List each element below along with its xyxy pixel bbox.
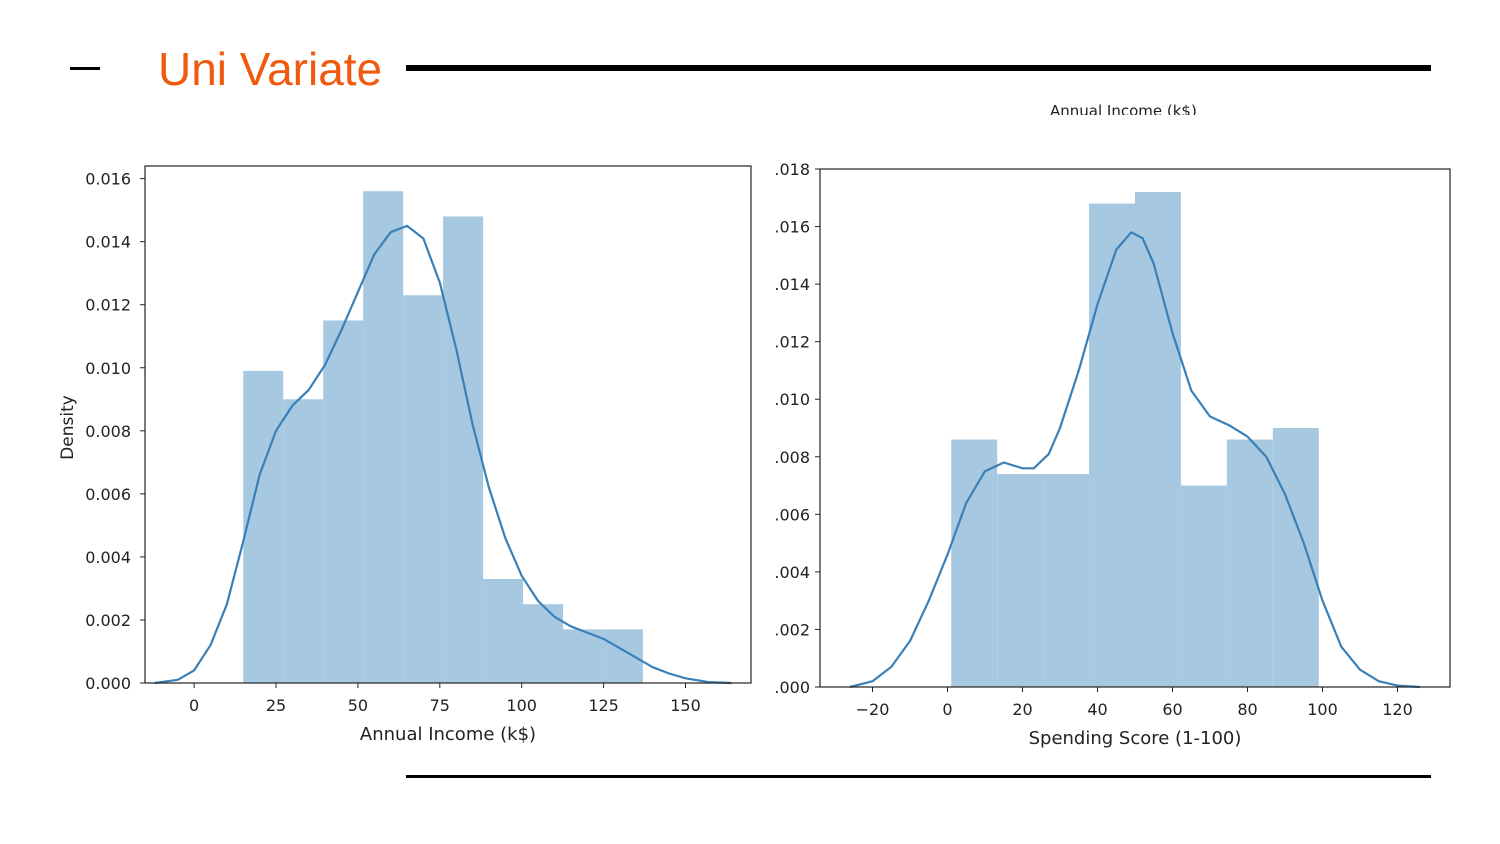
x-tick-label: 60 — [1162, 700, 1182, 719]
x-axis-label: Spending Score (1-100) — [1029, 728, 1242, 749]
y-tick-label: .010 — [774, 390, 810, 409]
x-tick-label: 125 — [588, 696, 619, 715]
histogram-bar — [1272, 428, 1319, 687]
y-tick-label: 0.016 — [85, 170, 131, 189]
histogram-bar — [523, 604, 563, 683]
x-tick-label: 75 — [430, 696, 450, 715]
x-tick-label: 100 — [1307, 700, 1338, 719]
y-tick-label: 0.002 — [85, 611, 131, 630]
y-tick-label: .004 — [774, 563, 810, 582]
x-tick-label: 50 — [348, 696, 368, 715]
y-tick-label: .012 — [774, 333, 810, 352]
histogram-bar — [283, 399, 324, 683]
chart-2: −20 0 20 40 60 80 100 120 .000 .002 .004 .006 .008 .0… — [774, 160, 1451, 749]
histogram-bar — [602, 629, 643, 683]
x-tick-label: 40 — [1087, 700, 1107, 719]
histogram-bar — [403, 295, 444, 683]
y-tick-label: 0.008 — [85, 422, 131, 441]
histogram-bar — [1043, 474, 1090, 687]
kde-line — [849, 231, 1421, 689]
top-rule — [406, 65, 1431, 71]
y-tick-label: 0.004 — [85, 548, 131, 567]
y-tick-label: .006 — [774, 505, 810, 524]
histogram-bar — [363, 191, 404, 683]
histogram-bar — [951, 439, 998, 687]
x-axis-label: Annual Income (k$) — [360, 724, 536, 745]
histogram-bar — [243, 370, 284, 683]
histogram-bar — [1180, 485, 1227, 687]
y-tick-label: 0.010 — [85, 359, 131, 378]
histogram-bar — [1089, 203, 1135, 688]
x-tick-label: −20 — [856, 700, 890, 719]
histogram-bar — [562, 629, 603, 683]
plot-frame — [144, 165, 752, 684]
histogram-bar — [997, 474, 1044, 687]
slide-title: Uni Variate — [158, 43, 383, 95]
x-tick-label: 0 — [942, 700, 952, 719]
title-dash — [70, 67, 100, 70]
y-tick-label: .002 — [774, 620, 810, 639]
clipped-chart-label: Annual Income (k$) — [1020, 100, 1250, 115]
y-tick-label: .014 — [774, 275, 810, 294]
bottom-rule — [406, 775, 1431, 778]
y-tick-label: 0.000 — [85, 674, 131, 693]
y-axis-label: Density — [58, 395, 78, 460]
y-tick-label: 0.014 — [85, 233, 131, 252]
histogram-bar — [443, 216, 484, 683]
y-tick-label: .018 — [774, 160, 810, 179]
x-tick-label: 20 — [1012, 700, 1032, 719]
y-tick-label: .016 — [774, 218, 810, 237]
y-tick-label: 0.006 — [85, 485, 131, 504]
x-tick-label: 120 — [1382, 700, 1413, 719]
x-tick-label: 0 — [189, 696, 199, 715]
clipped-label-text: Annual Income (k$) — [1050, 102, 1197, 115]
histogram-bar — [323, 320, 364, 683]
x-tick-label: 150 — [670, 696, 701, 715]
histogram-bar — [1226, 439, 1273, 687]
plot-frame — [819, 168, 1451, 688]
x-tick-label: 80 — [1237, 700, 1257, 719]
y-tick-label: 0.012 — [85, 296, 131, 315]
x-tick-label: 100 — [506, 696, 537, 715]
kde-line — [154, 224, 732, 685]
x-tick-label: 25 — [266, 696, 286, 715]
y-tick-label: .008 — [774, 448, 810, 467]
histogram-bar — [483, 578, 524, 683]
histogram-bar — [1135, 192, 1181, 687]
y-tick-label: .000 — [774, 678, 810, 697]
chart-1: 0 25 50 75 100 125 150 0.000 0.002 0.004 0.006 0.00… — [58, 165, 752, 745]
